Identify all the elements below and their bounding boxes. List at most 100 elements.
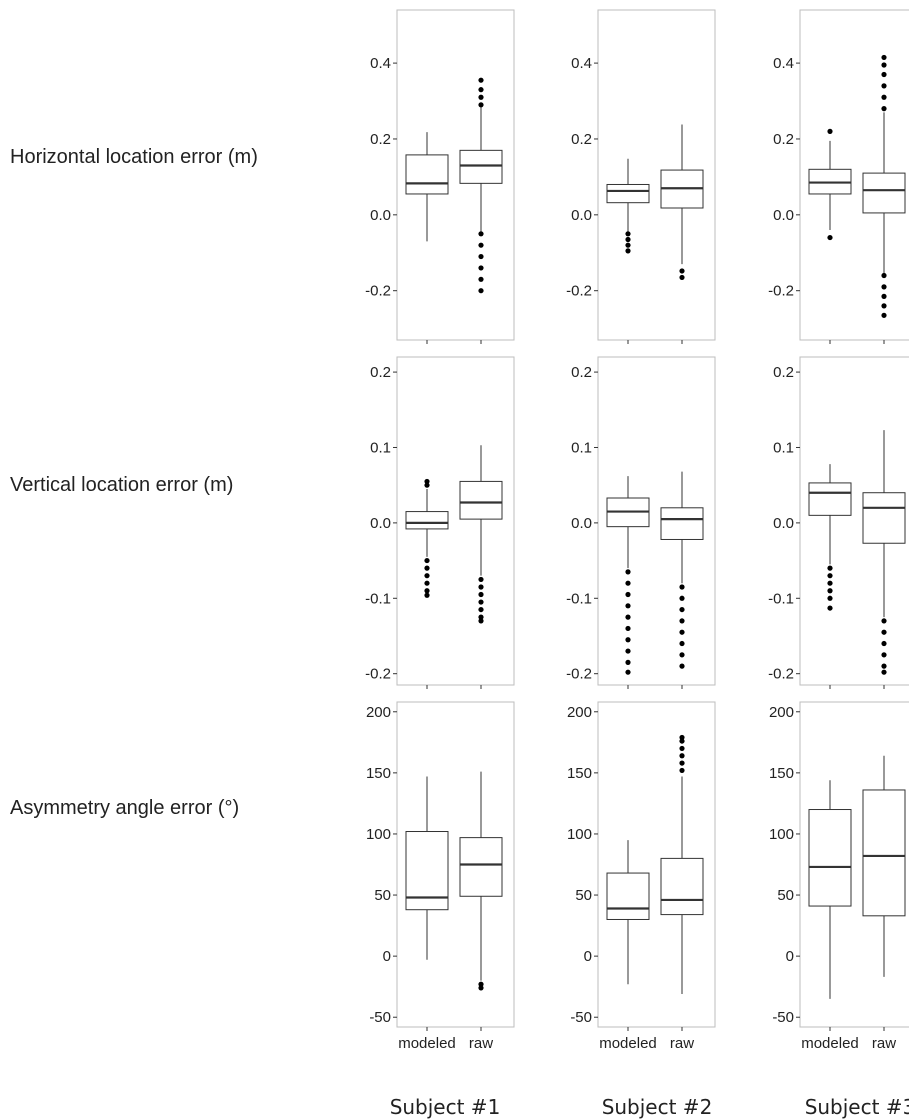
outlier-point: [679, 760, 685, 766]
outlier-point: [679, 652, 685, 658]
outlier-point: [881, 312, 887, 318]
y-tick-label: 0.2: [571, 131, 592, 148]
y-tick-label: 150: [366, 765, 391, 782]
box-iqr: [459, 149, 503, 184]
y-tick-label: 150: [769, 765, 794, 782]
outlier-point: [478, 288, 484, 294]
outlier-point: [827, 605, 833, 611]
outlier-point: [478, 265, 484, 271]
box-iqr: [808, 482, 852, 516]
box-iqr: [606, 872, 650, 920]
outlier-point: [881, 94, 887, 100]
outlier-point: [827, 565, 833, 571]
y-tick-label: 100: [567, 826, 592, 843]
outlier-point: [881, 293, 887, 299]
outlier-point: [625, 625, 631, 632]
outlier-point: [424, 557, 430, 564]
outlier-point: [625, 231, 631, 237]
outlier-point: [478, 606, 484, 613]
box-iqr: [862, 172, 906, 214]
outlier-point: [478, 94, 484, 100]
y-tick-label: -0.2: [566, 666, 592, 683]
x-category-label: raw: [872, 1035, 896, 1052]
y-tick-label: 0.0: [773, 207, 794, 224]
row-label-vertical: Vertical location error (m): [10, 474, 234, 496]
y-tick-label: 0.0: [571, 515, 592, 532]
outlier-point: [881, 71, 887, 78]
outlier-point: [478, 242, 484, 248]
outlier-point: [881, 663, 887, 669]
y-tick-label: 0.0: [773, 515, 794, 532]
outlier-point: [827, 234, 833, 241]
y-tick-label: 150: [567, 765, 592, 782]
y-tick-label: 100: [769, 826, 794, 843]
y-tick-label: -0.1: [566, 590, 592, 607]
outlier-point: [827, 580, 833, 586]
y-tick-label: 0.2: [773, 131, 794, 148]
y-tick-label: -0.2: [365, 666, 391, 683]
y-tick-label: 0: [786, 948, 794, 965]
y-tick-label: -0.2: [768, 283, 794, 300]
outlier-point: [881, 303, 887, 309]
outlier-point: [881, 62, 887, 68]
y-tick-label: 50: [777, 887, 794, 904]
outlier-point: [881, 106, 887, 112]
outlier-point: [881, 640, 887, 647]
outlier-point: [625, 569, 631, 575]
y-tick-label: 0.2: [773, 364, 794, 381]
outlier-point: [881, 83, 887, 89]
box-iqr: [405, 511, 449, 530]
y-tick-label: -0.1: [365, 590, 391, 607]
y-tick-label: -0.2: [365, 283, 391, 300]
outlier-point: [478, 599, 484, 605]
outlier-point: [881, 652, 887, 658]
box-iqr: [808, 809, 852, 907]
outlier-point: [679, 595, 685, 601]
y-tick-label: -50: [570, 1009, 592, 1026]
outlier-point: [625, 614, 631, 620]
y-tick-label: 200: [769, 704, 794, 721]
outlier-point: [881, 54, 887, 61]
outlier-point: [478, 102, 484, 108]
outlier-point: [679, 640, 685, 647]
outlier-point: [478, 981, 484, 987]
subject-label-2: Subject #2: [601, 1095, 713, 1119]
outlier-point: [625, 242, 631, 248]
outlier-point: [424, 580, 430, 586]
y-tick-label: 0.2: [370, 364, 391, 381]
box-iqr: [405, 154, 449, 195]
y-tick-label: 200: [366, 704, 391, 721]
x-category-label: modeled: [599, 1035, 657, 1052]
box-iqr: [862, 789, 906, 917]
outlier-point: [827, 588, 833, 594]
x-category-label: modeled: [801, 1035, 859, 1052]
y-tick-label: -50: [772, 1009, 794, 1026]
y-tick-label: -50: [369, 1009, 391, 1026]
y-tick-label: -0.2: [566, 283, 592, 300]
x-category-label: raw: [670, 1035, 694, 1052]
outlier-point: [679, 767, 685, 774]
y-tick-label: -0.2: [768, 666, 794, 683]
outlier-point: [478, 618, 484, 624]
outlier-point: [478, 276, 484, 282]
outlier-point: [827, 595, 833, 601]
outlier-point: [625, 591, 631, 598]
y-tick-label: 0.4: [773, 55, 794, 72]
outlier-point: [625, 248, 631, 254]
y-tick-label: 0.0: [370, 207, 391, 224]
box-iqr: [459, 480, 503, 520]
outlier-point: [679, 584, 685, 590]
outlier-point: [679, 663, 685, 669]
outlier-point: [881, 284, 887, 290]
outlier-point: [424, 573, 430, 579]
outlier-point: [625, 648, 631, 654]
y-tick-label: 0.2: [370, 131, 391, 148]
y-tick-label: 0.0: [370, 515, 391, 532]
outlier-point: [424, 592, 430, 598]
box-iqr: [606, 183, 650, 204]
outlier-point: [679, 274, 685, 281]
outlier-point: [478, 591, 484, 598]
x-category-label: modeled: [398, 1035, 456, 1052]
